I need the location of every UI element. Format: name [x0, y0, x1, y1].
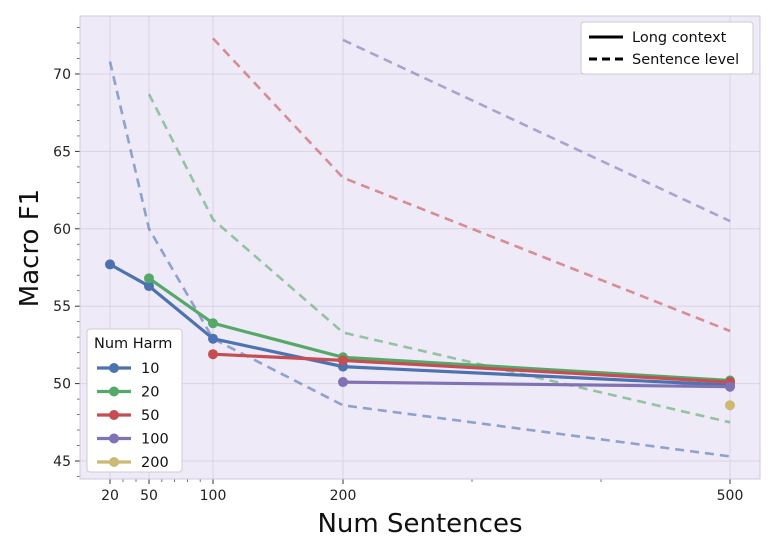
- long-context-markers: [105, 259, 735, 411]
- axis-ticks: 45 50 55 60 65 70 20 50 100 200 500: [53, 27, 744, 504]
- point-50: [208, 349, 218, 360]
- legend-label-100: 100: [141, 432, 169, 448]
- y-tick-label: 55: [53, 299, 71, 315]
- plot-frame: [79, 15, 761, 480]
- sentence-level-line-10: [108, 61, 731, 458]
- y-tick-label: 65: [53, 144, 71, 160]
- num-harm-legend: Num Harm 10 20 50 100 200: [86, 328, 183, 473]
- legend-label-20: 20: [141, 385, 159, 401]
- point-20: [144, 273, 154, 284]
- legend-marker-100: [109, 433, 119, 444]
- long-context-line-100: [342, 380, 731, 389]
- long-context-line-20: [148, 276, 731, 383]
- point-100: [338, 377, 348, 388]
- legend-long-context: Long context: [632, 30, 727, 46]
- x-tick-label: 500: [717, 488, 744, 504]
- y-tick-label: 50: [53, 377, 71, 393]
- legend-label-10: 10: [141, 361, 159, 377]
- legend-sentence-level: Sentence level: [632, 52, 739, 68]
- style-legend-box: [580, 21, 754, 75]
- point-10: [105, 259, 115, 270]
- point-10: [144, 281, 154, 292]
- x-tick-label: 100: [200, 488, 227, 504]
- num-harm-legend-title: Num Harm: [94, 336, 172, 352]
- y-tick-label: 70: [53, 67, 71, 83]
- point-100: [725, 381, 735, 392]
- legend-label-50: 50: [141, 408, 159, 424]
- legend-label-200: 200: [141, 455, 169, 471]
- y-axis-title: Macro F1: [15, 189, 45, 307]
- point-20: [208, 318, 218, 329]
- x-tick-label: 50: [140, 488, 158, 504]
- y-tick-label: 45: [53, 454, 71, 470]
- legend-marker-200: [109, 457, 119, 467]
- sentence-level-line-100: [342, 38, 731, 223]
- plot-area: [80, 16, 760, 479]
- x-tick-label: 20: [101, 488, 119, 504]
- point-50: [338, 355, 348, 366]
- point-200: [725, 400, 735, 411]
- y-tick-label: 60: [53, 222, 71, 238]
- x-axis-title: Num Sentences: [317, 509, 522, 539]
- sentence-level-line-50: [212, 37, 731, 333]
- x-tick-label: 200: [330, 488, 357, 504]
- point-10: [208, 333, 218, 344]
- legend-marker-50: [109, 410, 119, 420]
- legend-marker-20: [109, 386, 119, 397]
- legend-marker-10: [109, 363, 119, 373]
- style-legend: Long context Sentence level: [580, 21, 754, 75]
